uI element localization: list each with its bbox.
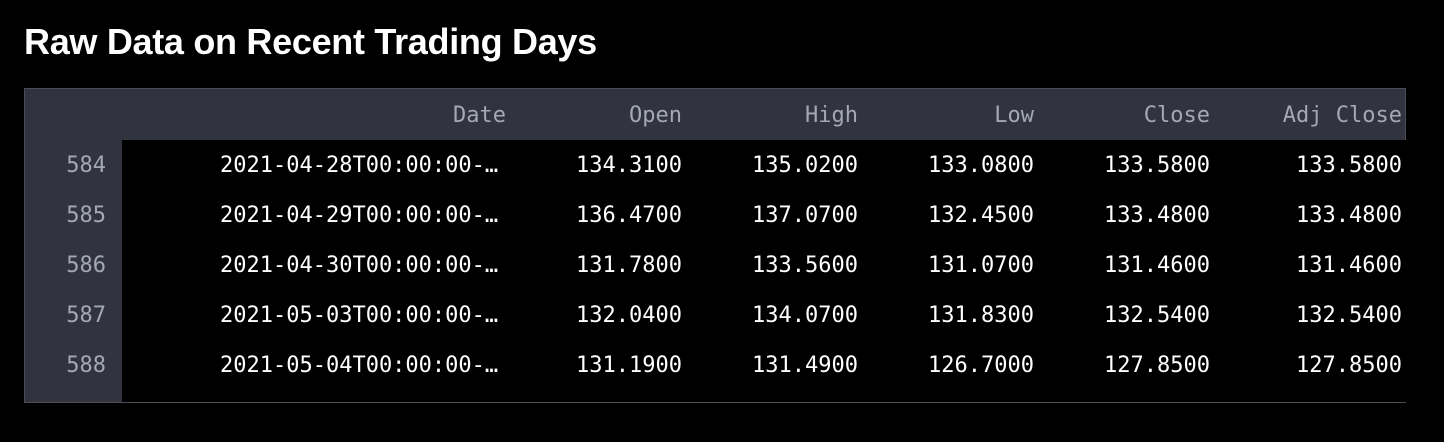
column-header-open[interactable]: Open <box>629 102 682 128</box>
table-row[interactable]: 585 2021-04-29T00:00:00-04… 136.4700 137… <box>24 190 1406 240</box>
cell-adj-close[interactable]: 131.4600 <box>1296 252 1402 278</box>
column-header-low[interactable]: Low <box>994 102 1034 128</box>
page-title: Raw Data on Recent Trading Days <box>24 21 597 62</box>
dataframe-body-area <box>122 140 1406 402</box>
row-index: 586 <box>66 252 106 278</box>
cell-close[interactable]: 132.5400 <box>1104 302 1210 328</box>
row-index: 587 <box>66 302 106 328</box>
cell-high[interactable]: 135.0200 <box>752 152 858 178</box>
cell-low[interactable]: 133.0800 <box>928 152 1034 178</box>
table-row[interactable]: 587 2021-05-03T00:00:00-04… 132.0400 134… <box>24 290 1406 340</box>
table-row[interactable]: 584 2021-04-28T00:00:00-04… 134.3100 135… <box>24 140 1406 190</box>
cell-adj-close[interactable]: 133.5800 <box>1296 152 1402 178</box>
cell-close[interactable]: 133.5800 <box>1104 152 1210 178</box>
column-header-close[interactable]: Close <box>1143 102 1210 128</box>
cell-date[interactable]: 2021-04-30T00:00:00-04… <box>220 252 506 278</box>
cell-open[interactable]: 134.3100 <box>576 152 682 178</box>
column-header-high[interactable]: High <box>805 102 858 128</box>
cell-close[interactable]: 127.8500 <box>1104 352 1210 378</box>
cell-close[interactable]: 131.4600 <box>1104 252 1210 278</box>
cell-adj-close[interactable]: 133.4800 <box>1296 202 1402 228</box>
cell-high[interactable]: 137.0700 <box>752 202 858 228</box>
row-index: 588 <box>66 352 106 378</box>
cell-low[interactable]: 126.7000 <box>928 352 1034 378</box>
cell-low[interactable]: 131.8300 <box>928 302 1034 328</box>
cell-date[interactable]: 2021-05-04T00:00:00-04… <box>220 352 506 378</box>
table-header-row: Date Open High Low Close Adj Close <box>24 90 1406 140</box>
column-header-date[interactable]: Date <box>453 102 506 128</box>
column-header-adj-close[interactable]: Adj Close <box>1282 102 1402 128</box>
cell-open[interactable]: 131.1900 <box>576 352 682 378</box>
cell-open[interactable]: 132.0400 <box>576 302 682 328</box>
row-index: 585 <box>66 202 106 228</box>
table-row[interactable]: 586 2021-04-30T00:00:00-04… 131.7800 133… <box>24 240 1406 290</box>
cell-high[interactable]: 134.0700 <box>752 302 858 328</box>
cell-high[interactable]: 133.5600 <box>752 252 858 278</box>
dataframe-table[interactable]: Date Open High Low Close Adj Close 584 2… <box>24 90 1406 390</box>
cell-open[interactable]: 136.4700 <box>576 202 682 228</box>
cell-date[interactable]: 2021-04-29T00:00:00-04… <box>220 202 506 228</box>
cell-adj-close[interactable]: 127.8500 <box>1296 352 1402 378</box>
cell-high[interactable]: 131.4900 <box>752 352 858 378</box>
cell-date[interactable]: 2021-04-28T00:00:00-04… <box>220 152 506 178</box>
table-row[interactable]: 588 2021-05-04T00:00:00-04… 131.1900 131… <box>24 340 1406 390</box>
cell-low[interactable]: 131.0700 <box>928 252 1034 278</box>
cell-close[interactable]: 133.4800 <box>1104 202 1210 228</box>
row-index: 584 <box>66 152 106 178</box>
cell-date[interactable]: 2021-05-03T00:00:00-04… <box>220 302 506 328</box>
cell-open[interactable]: 131.7800 <box>576 252 682 278</box>
cell-adj-close[interactable]: 132.5400 <box>1296 302 1402 328</box>
cell-low[interactable]: 132.4500 <box>928 202 1034 228</box>
